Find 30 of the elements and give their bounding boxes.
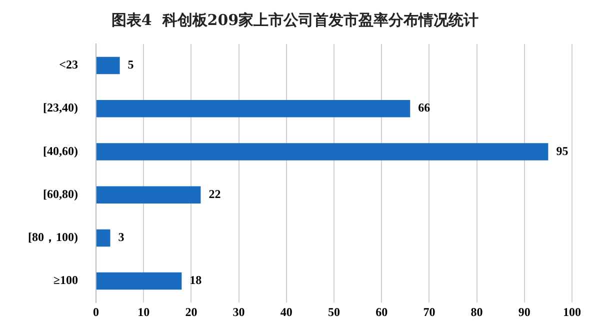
y-tick-label: [23,40): [42, 100, 78, 115]
x-tick-label: 40: [280, 304, 292, 319]
bar: [96, 56, 120, 74]
data-label: 95: [556, 144, 568, 158]
x-tick-label: 30: [232, 304, 245, 319]
x-tick-label: 90: [518, 304, 530, 319]
y-tick-label: [60,80): [42, 186, 78, 201]
x-tick-label: 100: [563, 304, 581, 319]
data-label: 5: [128, 58, 134, 72]
y-tick-label: ≥100: [53, 273, 78, 288]
y-tick-label: [80，100): [28, 230, 78, 244]
x-tick-label: 80: [470, 304, 483, 319]
y-tick-label: [40,60): [42, 144, 78, 158]
data-label: 66: [418, 100, 430, 115]
x-tick-label: 70: [423, 304, 436, 319]
x-tick-label: 20: [185, 304, 198, 319]
bar: [96, 100, 410, 118]
x-tick-label: 50: [328, 304, 340, 319]
x-tick-label: 10: [138, 304, 150, 319]
bar: [96, 143, 548, 160]
data-label: 22: [208, 186, 221, 201]
data-label: 3: [118, 230, 124, 244]
y-tick-label: <23: [59, 58, 78, 72]
data-label: 18: [190, 273, 202, 288]
x-tick-label: 60: [376, 304, 388, 319]
bar: [96, 229, 110, 247]
chart-title: 图表4 科创板209家上市公司首发市盈率分布情况统计: [111, 10, 479, 29]
x-tick-label: 0: [92, 304, 99, 319]
bar: [96, 272, 182, 290]
bar: [96, 186, 201, 204]
